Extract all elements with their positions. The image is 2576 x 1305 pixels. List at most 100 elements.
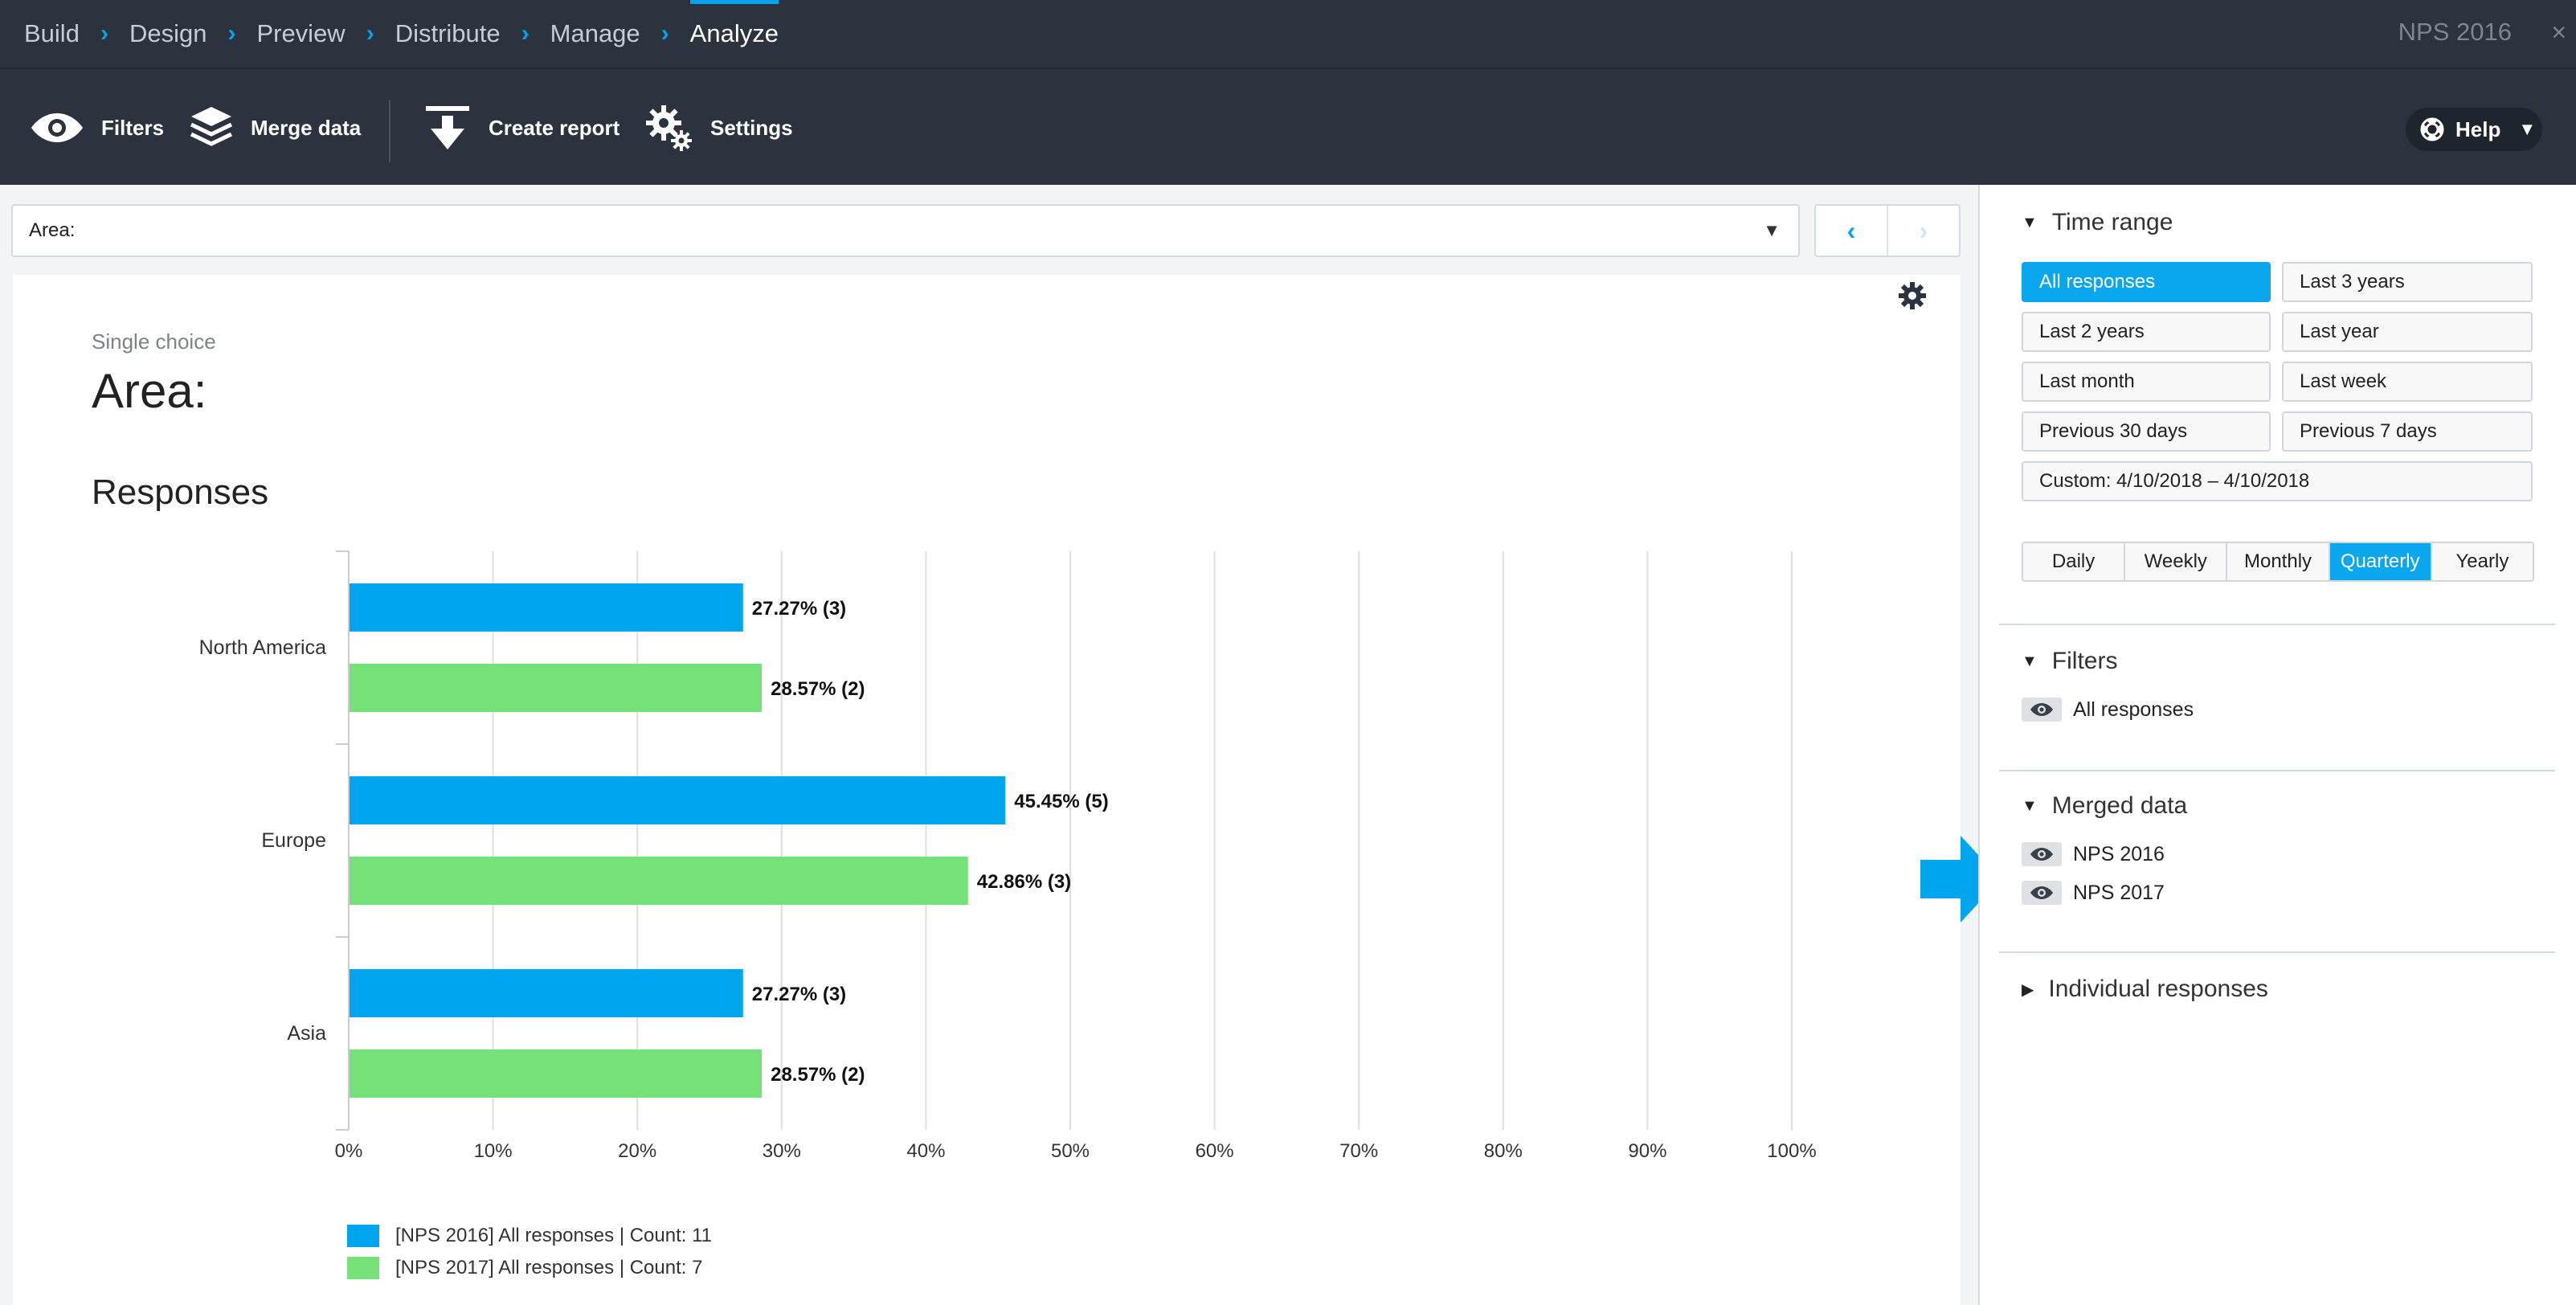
x-tick-label: 20% [618, 1140, 656, 1162]
filters-title: Filters [2051, 648, 2118, 674]
time-custom-range-button[interactable]: Custom: 4/10/2018 – 4/10/2018 [2022, 461, 2533, 501]
caret-down-icon: ▼ [2022, 652, 2038, 670]
granularity-monthly[interactable]: Monthly [2227, 543, 2330, 580]
x-tick-label: 70% [1339, 1140, 1378, 1162]
filter-item-label: All responses [2073, 698, 2194, 721]
gears-icon [646, 104, 693, 152]
chevron-right-icon: › [366, 20, 374, 47]
merged-item-label: NPS 2017 [2073, 881, 2165, 904]
category-label: Europe [261, 829, 326, 852]
lifebuoy-icon [2420, 117, 2444, 141]
bar [350, 664, 763, 712]
x-tick-label: 30% [763, 1140, 801, 1162]
sidebar-divider [1999, 770, 2555, 771]
crumb-preview-label: Preview [256, 19, 346, 47]
granularity-yearly[interactable]: Yearly [2431, 543, 2533, 580]
data-label: 27.27% (3) [752, 984, 846, 1005]
crumb-design[interactable]: Design [129, 0, 207, 68]
time-previous-30-days-button[interactable]: Previous 30 days [2022, 411, 2271, 452]
next-question-button[interactable]: › [1919, 215, 1928, 245]
crumb-design-label: Design [129, 19, 207, 47]
previous-question-button[interactable]: ‹ [1816, 206, 1888, 256]
eye-icon[interactable] [2022, 842, 2062, 866]
bar [350, 776, 1006, 824]
x-tick-label: 40% [906, 1140, 945, 1162]
bar [350, 583, 743, 632]
crumb-distribute-label: Distribute [395, 19, 501, 47]
layers-icon [190, 105, 233, 150]
download-icon [424, 104, 471, 151]
close-icon[interactable]: × [2551, 18, 2566, 47]
chevron-right-icon: › [521, 20, 530, 47]
time-all-responses-button[interactable]: All responses [2022, 262, 2271, 302]
merged-item-nps-2016: NPS 2016 [2022, 842, 2165, 866]
question-pager: ‹ › [1814, 204, 1961, 257]
caret-down-icon: ▼ [1763, 220, 1781, 240]
workflow-breadcrumb: Build › Design › Preview › Distribute › … [24, 0, 779, 68]
toolbar: Filters Merge data Create report [0, 68, 2576, 185]
x-tick-label: 90% [1628, 1140, 1666, 1162]
caret-down-icon: ▼ [2022, 796, 2038, 815]
top-navigation: Build › Design › Preview › Distribute › … [0, 0, 2576, 68]
legend-swatch [347, 1257, 379, 1279]
caret-down-icon: ▼ [2518, 119, 2537, 139]
merged-data-title: Merged data [2051, 792, 2188, 819]
time-last-year-button[interactable]: Last year [2282, 312, 2533, 352]
crumb-manage[interactable]: Manage [550, 0, 640, 68]
analysis-sidebar: ▼ Time range All responses Last 3 years … [1978, 185, 2576, 1305]
x-tick-label: 80% [1484, 1140, 1523, 1162]
responses-heading: Responses [92, 472, 269, 512]
sidebar-divider [1999, 624, 2555, 625]
crumb-analyze[interactable]: Analyze [689, 0, 779, 68]
filters-button[interactable]: Filters [31, 69, 164, 186]
legend-item-nps-2017[interactable]: [NPS 2017] All responses | Count: 7 [347, 1252, 712, 1284]
merged-item-label: NPS 2016 [2073, 842, 2165, 865]
question-title: Area: [92, 364, 207, 418]
data-label: 27.27% (3) [752, 598, 846, 620]
granularity-daily[interactable]: Daily [2023, 543, 2126, 580]
x-tick-label: 10% [474, 1140, 513, 1162]
question-type: Single choice [92, 329, 216, 354]
time-last-month-button[interactable]: Last month [2022, 362, 2271, 402]
crumb-distribute[interactable]: Distribute [395, 0, 501, 68]
create-report-button[interactable]: Create report [424, 69, 619, 186]
responses-bar-chart: 0% 10% 20% 30% 40% 50% 60% 70% 80% 90% 100% North A… [199, 550, 1817, 1162]
settings-label: Settings [710, 115, 793, 140]
crumb-analyze-label: Analyze [689, 19, 779, 47]
toolbar-divider [389, 100, 390, 162]
crumb-preview[interactable]: Preview [256, 0, 345, 68]
time-last-2-years-button[interactable]: Last 2 years [2022, 312, 2271, 352]
time-previous-7-days-button[interactable]: Previous 7 days [2282, 411, 2533, 452]
help-label: Help [2455, 117, 2501, 141]
time-last-3-years-button[interactable]: Last 3 years [2282, 262, 2533, 302]
individual-responses-header[interactable]: ▶ Individual responses [2022, 976, 2268, 1003]
granularity-weekly[interactable]: Weekly [2125, 543, 2228, 580]
bar [350, 1049, 763, 1098]
question-select[interactable]: Area: ▼ [11, 204, 1800, 257]
help-button[interactable]: Help ▼ [2406, 108, 2542, 151]
bar [350, 857, 968, 905]
eye-icon[interactable] [2022, 698, 2062, 722]
time-last-week-button[interactable]: Last week [2282, 362, 2533, 402]
time-range-header[interactable]: ▼ Time range [2022, 209, 2173, 236]
caret-down-icon: ▼ [2022, 213, 2038, 231]
crumb-build[interactable]: Build [24, 0, 80, 68]
merge-data-button[interactable]: Merge data [190, 69, 361, 186]
merged-data-header[interactable]: ▼ Merged data [2022, 792, 2187, 820]
legend-swatch [347, 1225, 379, 1247]
legend-item-nps-2016[interactable]: [NPS 2016] All responses | Count: 11 [347, 1220, 712, 1252]
filters-header[interactable]: ▼ Filters [2022, 648, 2117, 675]
eye-icon [31, 110, 84, 145]
crumb-manage-label: Manage [550, 19, 640, 47]
eye-icon[interactable] [2022, 881, 2062, 905]
legend-label: [NPS 2017] All responses | Count: 7 [395, 1257, 703, 1278]
time-range-title: Time range [2051, 209, 2173, 235]
gear-icon[interactable] [1898, 281, 1927, 314]
create-report-label: Create report [489, 115, 620, 140]
merged-item-nps-2017: NPS 2017 [2022, 881, 2165, 905]
settings-button[interactable]: Settings [646, 69, 793, 186]
chevron-right-icon: › [100, 20, 108, 47]
crumb-build-label: Build [24, 19, 80, 47]
filter-item: All responses [2022, 698, 2194, 722]
granularity-quarterly[interactable]: Quarterly [2329, 543, 2432, 580]
